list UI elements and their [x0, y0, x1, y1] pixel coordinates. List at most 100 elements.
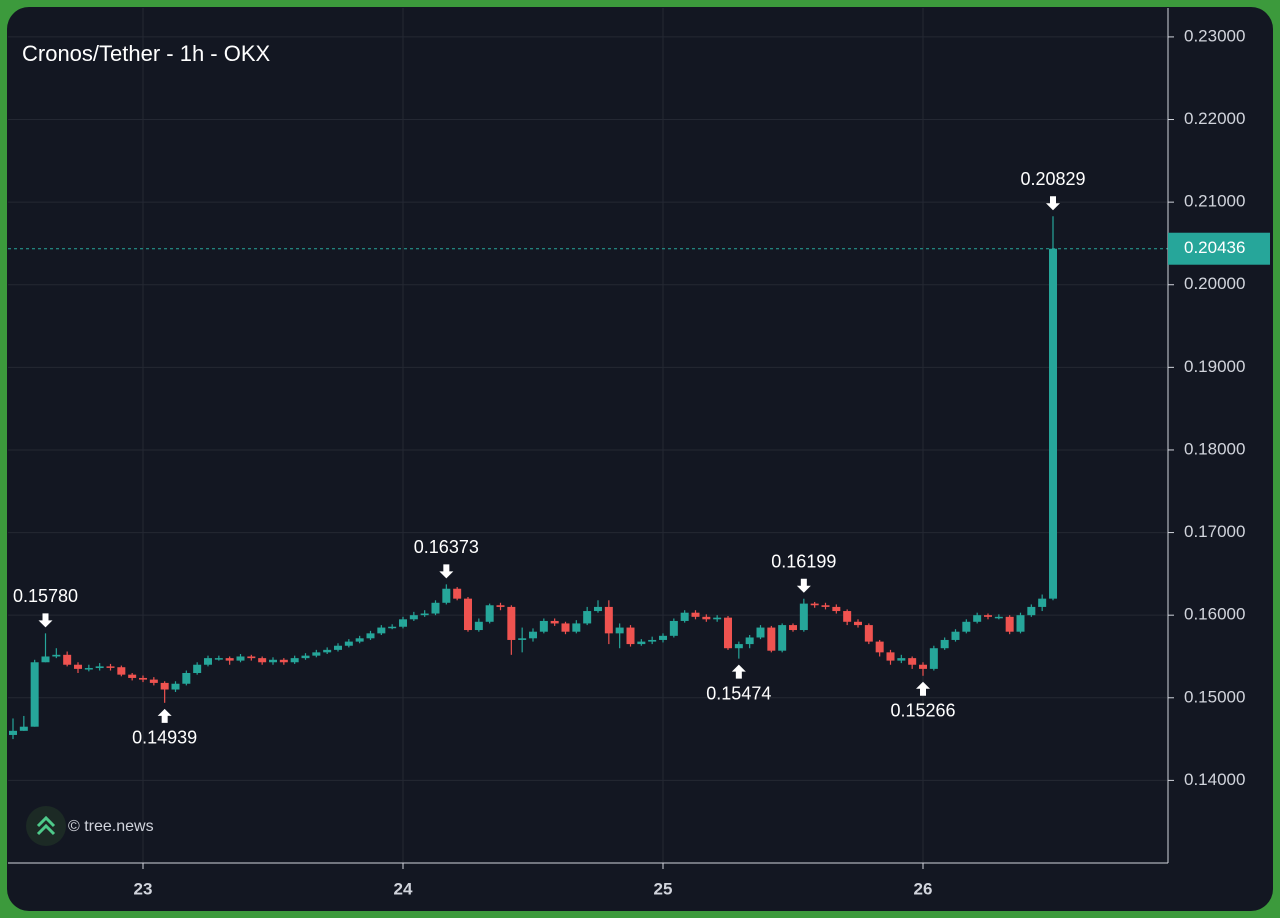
candle-body [366, 633, 375, 639]
candle-body [106, 666, 115, 668]
candle-body [377, 627, 386, 634]
candle-body [539, 620, 548, 632]
candle-body [929, 648, 938, 669]
candle-body [485, 605, 494, 622]
candle-body [453, 588, 462, 599]
candle-body [334, 645, 342, 650]
high-label: 0.16199 [771, 551, 836, 571]
x-tick-label: 26 [914, 879, 933, 898]
candle-body [19, 726, 28, 731]
last-price-label: 0.20436 [1184, 238, 1245, 257]
candle-body [30, 662, 39, 727]
candle-body [973, 615, 982, 622]
candle-body [789, 625, 797, 631]
candle-body [756, 627, 765, 638]
high-label: 0.16373 [414, 537, 479, 557]
candle-body [951, 631, 960, 640]
candle-body [1027, 606, 1036, 616]
y-tick-label: 0.17000 [1184, 522, 1245, 541]
candle-body [420, 613, 429, 616]
candle-body [204, 658, 212, 665]
candle-body [854, 621, 862, 626]
candle-body [117, 667, 126, 675]
annotation-arrow [731, 664, 746, 679]
annotations: 0.15780 0.16373 0.16199 0.20829 0.14939 0.154… [8, 169, 1168, 748]
candle-body [1005, 616, 1014, 632]
y-tick-label: 0.16000 [1184, 605, 1245, 624]
candle-body [236, 656, 245, 661]
candle-body [594, 606, 602, 612]
candle-body [225, 658, 234, 661]
candle-body [799, 603, 808, 631]
candle-body [41, 656, 50, 663]
candle-body [507, 606, 516, 640]
x-tick-label: 23 [134, 879, 153, 898]
candle-body [734, 644, 743, 649]
candle-body [258, 658, 267, 663]
candle-body [875, 641, 884, 653]
candle-body [669, 620, 678, 636]
candle-body [290, 658, 299, 663]
candle-body [529, 631, 537, 639]
candle-body [561, 623, 570, 632]
low-label: 0.14939 [132, 728, 197, 748]
candle-body [279, 659, 288, 663]
candle-body [713, 617, 722, 620]
candle-body [344, 641, 353, 646]
candle-body [745, 637, 754, 645]
candle-body [464, 598, 472, 631]
candle-body [691, 612, 700, 617]
chart-panel [7, 7, 1273, 911]
candle-body [355, 638, 364, 642]
candle-body [604, 606, 613, 634]
candle-body [940, 639, 949, 649]
candle-body [648, 639, 657, 642]
candle-body [886, 652, 895, 661]
candle-body [312, 652, 321, 656]
candle-body [810, 603, 819, 606]
candle-body [680, 612, 689, 621]
candle-body [9, 730, 17, 735]
candle-body [442, 588, 451, 603]
candle-body [962, 621, 971, 632]
candle-body [269, 659, 277, 663]
low-label: 0.15474 [706, 683, 771, 703]
y-tick-label: 0.18000 [1184, 439, 1245, 458]
annotation-arrow [439, 564, 454, 579]
candle-body [778, 625, 787, 651]
candle-body [1049, 248, 1057, 599]
last-price-box [1168, 232, 1270, 265]
candle-body [702, 616, 711, 620]
annotation-arrow [916, 681, 930, 696]
x-tick-label: 24 [394, 879, 413, 898]
x-tick-label: 25 [654, 879, 673, 898]
candle-body [994, 616, 1003, 619]
candle-body [95, 666, 104, 669]
candle-body [399, 619, 407, 627]
low-label: 0.15266 [890, 701, 955, 721]
candle-body [52, 654, 61, 657]
candle-body [864, 625, 873, 642]
candle-body [431, 602, 440, 614]
y-tick-label: 0.19000 [1184, 357, 1245, 376]
annotation-arrow [1046, 196, 1060, 211]
candle-body [214, 658, 223, 660]
candle-body [583, 611, 592, 624]
candle-body [1038, 598, 1047, 607]
y-tick-label: 0.22000 [1184, 109, 1245, 128]
candle-body [160, 682, 169, 690]
candle-body [182, 673, 191, 684]
candle-body [301, 655, 310, 659]
candle-body [897, 658, 906, 661]
candle-body [984, 615, 992, 617]
candle-body [474, 621, 483, 631]
candle-body [171, 683, 180, 690]
candle-body [409, 615, 418, 620]
watermark-logo [26, 806, 66, 846]
candle-body [496, 605, 505, 607]
candle-body [84, 668, 93, 670]
candle-body [821, 605, 830, 607]
y-tick-label: 0.20000 [1184, 274, 1245, 293]
